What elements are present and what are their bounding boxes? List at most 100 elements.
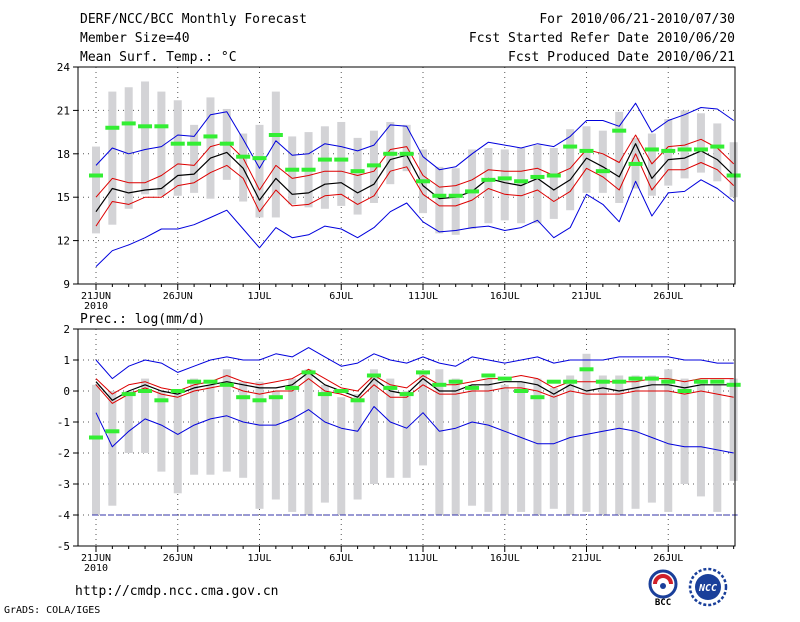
ensemble-box xyxy=(484,148,493,224)
x-tick-label: 21JUL xyxy=(571,553,601,564)
precip-axes: -5 -4 -3 -2 -1 0 1 2 21JUN 26JUN 1JUL 6JUL 11JUL 16JU… xyxy=(57,323,736,574)
observed-marker xyxy=(693,379,708,384)
ensemble-box xyxy=(271,91,280,218)
ensemble-box xyxy=(92,146,100,234)
ensemble-box xyxy=(386,378,395,478)
ensemble-box xyxy=(566,129,575,211)
forecast-period-label: For 2010/06/21-2010/07/30 xyxy=(539,12,735,27)
observed-marker xyxy=(628,376,643,381)
ensemble-box xyxy=(631,375,640,509)
ensemble-box xyxy=(369,369,378,484)
x-tick-label: 6JUL xyxy=(329,291,353,302)
observed-marker xyxy=(448,379,463,384)
observed-marker xyxy=(89,435,103,440)
ensemble-box xyxy=(288,378,297,512)
ensemble-box xyxy=(582,126,591,193)
ensemble-max-line xyxy=(95,347,734,380)
y-tick-label: 1 xyxy=(63,354,70,367)
observed-marker xyxy=(595,379,610,384)
observed-marker xyxy=(219,382,234,387)
observed-marker xyxy=(285,385,300,390)
ensemble-box xyxy=(353,394,362,500)
observed-marker xyxy=(497,376,512,381)
y-tick-label: -4 xyxy=(57,509,71,522)
member-size-label: Member Size=40 xyxy=(80,31,190,46)
ensemble-box xyxy=(549,387,558,509)
observed-marker xyxy=(481,177,496,182)
observed-marker xyxy=(138,124,153,129)
ncc-logo: NCC xyxy=(688,567,728,607)
ensemble-box xyxy=(533,378,542,515)
observed-marker xyxy=(252,156,267,161)
upper-spread-line xyxy=(95,134,735,198)
ensemble-box xyxy=(680,110,689,179)
ensemble-box xyxy=(696,113,705,173)
observed-marker xyxy=(285,167,300,172)
variable-label: Mean Surf. Temp.: °C xyxy=(80,50,237,65)
observed-marker xyxy=(726,382,741,387)
x-tick-label: 6JUL xyxy=(329,553,353,564)
observed-marker xyxy=(317,392,332,397)
observed-marker xyxy=(334,157,349,162)
observed-marker xyxy=(579,367,594,372)
observed-marker xyxy=(628,161,643,166)
observed-marker xyxy=(301,370,316,375)
bcc-logo-text: BCC xyxy=(655,598,671,608)
ensemble-box xyxy=(615,375,624,515)
ensemble-box xyxy=(206,97,215,199)
observed-marker xyxy=(693,147,708,152)
ensemble-box xyxy=(517,381,526,512)
observed-marker xyxy=(105,125,120,130)
x-year-label: 2010 xyxy=(84,301,108,312)
ensemble-box xyxy=(598,375,607,515)
observed-marker xyxy=(481,373,496,378)
observed-marker xyxy=(497,176,512,181)
observed-marker xyxy=(317,157,332,162)
observed-marker xyxy=(350,169,365,174)
bcc-logo-swirl xyxy=(653,574,673,585)
y-tick-label: -3 xyxy=(57,478,70,491)
observed-marker xyxy=(366,163,381,168)
observed-marker xyxy=(203,379,218,384)
ensemble-box xyxy=(255,381,264,509)
ensemble-box xyxy=(500,384,509,515)
forecast-start-label: Fcst Started Refer Date 2010/06/20 xyxy=(469,31,735,46)
x-tick-label: 21JUL xyxy=(571,291,601,302)
observed-marker xyxy=(546,379,561,384)
ensemble-box xyxy=(108,391,117,506)
ensemble-box xyxy=(549,148,558,219)
temperature-observed xyxy=(89,121,741,198)
observed-marker xyxy=(399,151,414,156)
x-tick-label: 16JUL xyxy=(490,291,520,302)
observed-marker xyxy=(448,193,463,198)
precip-lines xyxy=(92,347,738,516)
temperature-panel: 9 12 15 18 21 24 21JUN 26JUN 1JUL 6JUL 11JUL 16JUL 2… xyxy=(57,61,741,312)
ensemble-box xyxy=(190,124,199,193)
ensemble-min-line xyxy=(95,179,735,267)
observed-marker xyxy=(514,179,529,184)
observed-marker xyxy=(268,132,283,137)
ensemble-box xyxy=(566,375,575,515)
ensemble-box xyxy=(141,378,150,453)
ensemble-box xyxy=(598,130,607,193)
observed-marker xyxy=(203,134,218,139)
bcc-logo-dot xyxy=(660,583,666,589)
x-tick-label: 1JUL xyxy=(247,553,271,564)
observed-marker xyxy=(563,379,578,384)
ncc-logo-ring xyxy=(688,567,728,607)
observed-marker xyxy=(236,395,251,400)
bcc-logo: BCC xyxy=(648,569,678,608)
observed-marker xyxy=(530,174,545,179)
ensemble-box xyxy=(713,384,722,512)
observed-marker xyxy=(563,144,578,149)
source-url[interactable]: http://cmdp.ncc.cma.gov.cn xyxy=(75,584,279,599)
temperature-lines xyxy=(95,102,735,267)
ensemble-box xyxy=(435,166,444,234)
observed-marker xyxy=(105,429,120,434)
ensemble-box xyxy=(239,381,248,478)
ensemble-box xyxy=(451,168,460,235)
ensemble-box xyxy=(484,378,493,512)
observed-marker xyxy=(252,398,267,403)
